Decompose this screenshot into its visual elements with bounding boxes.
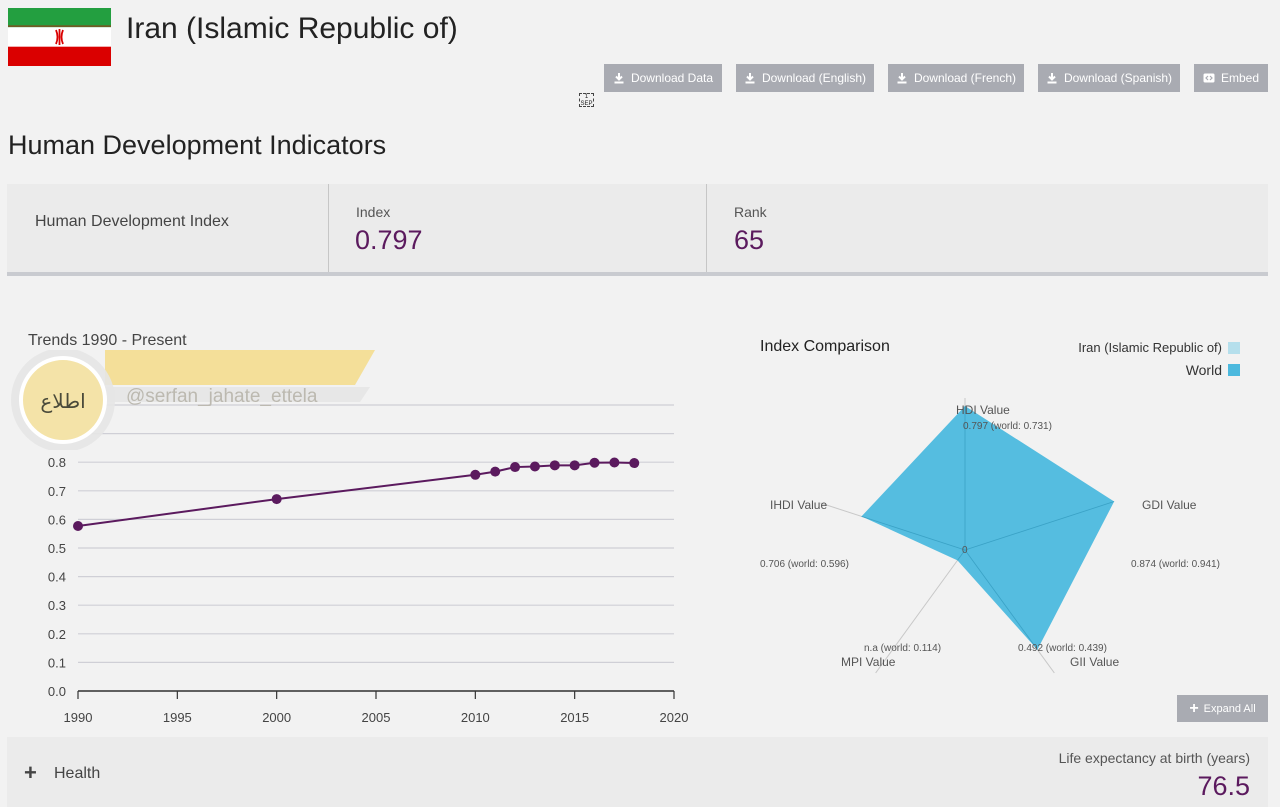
- section-title: Human Development Indicators: [8, 130, 387, 160]
- download-data-label: Download Data: [630, 71, 714, 85]
- y-tick-label: 0.3: [48, 598, 66, 613]
- divider: [706, 184, 707, 272]
- legend-item-iran: Iran (Islamic Republic of): [1078, 340, 1240, 355]
- data-point: [271, 494, 282, 505]
- radar-axis-value: 0.797 (world: 0.731): [963, 421, 1052, 432]
- radar-axis-label: HDI Value: [956, 403, 1010, 417]
- y-tick-label: 0.5: [48, 541, 66, 556]
- download-french-label: Download (French): [913, 71, 1017, 85]
- radar-axis-value: 0.492 (world: 0.439): [1018, 643, 1107, 654]
- y-tick-label: 0.1: [48, 655, 66, 670]
- health-section[interactable]: [7, 737, 1268, 807]
- index-label: Index: [356, 204, 391, 220]
- watermark-text: @serfan_jahate_ettela: [126, 386, 318, 407]
- radar-inner-spoke: [957, 549, 966, 561]
- x-tick-label: 2010: [461, 710, 490, 725]
- y-tick-label: 0.7: [48, 484, 66, 499]
- download-icon: [745, 73, 755, 84]
- expand-all-label: Expand All: [1203, 702, 1256, 715]
- rank-value: 65: [734, 225, 765, 255]
- radar-axis-label: IHDI Value: [770, 498, 828, 512]
- download-data-button[interactable]: Download Data: [604, 64, 722, 92]
- download-icon: [614, 73, 624, 84]
- x-tick-label: 1995: [163, 710, 192, 725]
- data-point: [73, 520, 83, 531]
- data-point: [549, 460, 560, 471]
- expand-all-button[interactable]: + Expand All: [1177, 695, 1268, 722]
- iran-flag-icon: [8, 8, 111, 66]
- divider: [328, 184, 329, 272]
- hdi-trend-chart: 0.00.10.20.30.40.50.60.70.80.91.01990199…: [48, 398, 689, 725]
- embed-icon: [1203, 73, 1215, 83]
- hdi-label: Human Development Index: [35, 213, 229, 230]
- x-tick-label: 2015: [560, 710, 589, 725]
- embed-button[interactable]: Embed: [1194, 64, 1268, 92]
- radar-inner-spoke: [964, 549, 1038, 650]
- trends-title: Trends 1990 - Present: [28, 332, 187, 349]
- radar-inner-spoke: [861, 515, 966, 551]
- download-english-label: Download (English): [761, 71, 867, 85]
- index-comparison-radar: [820, 398, 1115, 674]
- radar-axis-label: GDI Value: [1142, 498, 1197, 512]
- radar-inner-spoke: [964, 501, 1115, 551]
- embed-label: Embed: [1220, 71, 1260, 85]
- x-tick-label: 2020: [660, 710, 689, 725]
- data-point: [470, 469, 481, 480]
- radar-area-world: [861, 406, 1115, 650]
- x-tick-label: 1990: [64, 710, 93, 725]
- watermark-logo: اطلاع: [11, 350, 375, 450]
- y-tick-label: 0.2: [48, 627, 66, 642]
- legend-swatch: [1228, 364, 1240, 376]
- download-icon: [1047, 73, 1057, 84]
- plus-icon: +: [1189, 699, 1199, 717]
- data-point: [529, 461, 540, 472]
- radar-axis-value: 0.874 (world: 0.941): [1131, 559, 1220, 570]
- data-point: [609, 457, 620, 468]
- x-tick-label: 2005: [362, 710, 391, 725]
- radar-axis-value: n.a (world: 0.114): [864, 643, 942, 654]
- download-spanish-button[interactable]: Download (Spanish): [1038, 64, 1180, 92]
- legend-label: Iran (Islamic Republic of): [1078, 340, 1222, 355]
- series-line: [77, 461, 635, 527]
- legend-swatch: [1228, 341, 1240, 354]
- radar-axis-label: MPI Value: [841, 655, 896, 669]
- download-french-button[interactable]: Download (French): [888, 64, 1024, 92]
- download-icon: [897, 73, 907, 84]
- rank-label: Rank: [734, 204, 767, 220]
- hdi-summary-panel: Human Development Index Index 0.797 Rank…: [7, 184, 1268, 276]
- x-tick-label: 2000: [262, 710, 291, 725]
- legend-item-world: World: [1186, 362, 1240, 378]
- data-point: [569, 460, 580, 471]
- index-comparison-title: Index Comparison: [760, 338, 890, 355]
- y-tick-label: 0.4: [48, 570, 66, 585]
- y-tick-label: 0.8: [48, 455, 66, 470]
- radar-axis-value: 0.706 (world: 0.596): [760, 559, 849, 570]
- y-tick-label: 0.0: [48, 684, 66, 699]
- sep-icon: 1 SEP: [579, 93, 594, 107]
- expand-health-icon[interactable]: +: [24, 760, 37, 785]
- country-title: Iran (Islamic Republic of): [126, 12, 458, 45]
- health-label[interactable]: Health: [54, 765, 101, 782]
- radar-center-label: 0: [962, 545, 968, 556]
- radar-spoke: [875, 549, 966, 674]
- download-english-button[interactable]: Download (English): [736, 64, 874, 92]
- index-value: 0.797: [355, 225, 423, 255]
- download-spanish-label: Download (Spanish): [1063, 71, 1173, 85]
- radar-axis-label: GII Value: [1070, 655, 1120, 669]
- data-point: [629, 458, 640, 469]
- data-point: [589, 457, 600, 468]
- watermark-logo-text: اطلاع: [40, 389, 85, 413]
- y-tick-label: 0.6: [48, 512, 66, 527]
- life-expectancy-label: Life expectancy at birth (years): [1058, 750, 1250, 766]
- legend-label: World: [1185, 362, 1222, 378]
- data-point: [510, 462, 521, 473]
- data-point: [490, 466, 501, 477]
- life-expectancy-value: 76.5: [1197, 771, 1250, 801]
